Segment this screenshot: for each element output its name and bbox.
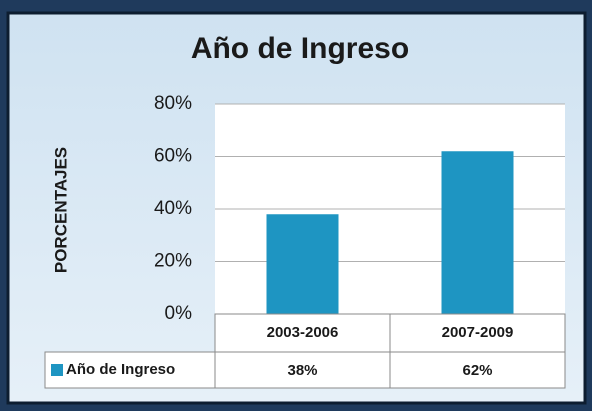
y-axis-title: PORCENTAJES — [51, 147, 70, 273]
legend-label: Año de Ingreso — [66, 361, 175, 378]
y-tick-label: 0% — [165, 303, 193, 324]
y-tick-label: 20% — [154, 251, 192, 272]
y-tick-label: 40% — [154, 198, 192, 219]
bar — [266, 214, 339, 314]
chart-title: Año de Ingreso — [191, 32, 409, 65]
y-tick-label: 80% — [154, 93, 192, 114]
legend-swatch — [51, 364, 63, 376]
x-tick-label: 2003-2006 — [267, 324, 339, 341]
y-tick-label: 60% — [154, 146, 192, 167]
data-table-value: 62% — [462, 362, 492, 379]
bar — [441, 151, 514, 314]
x-tick-label: 2007-2009 — [442, 324, 514, 341]
data-table-value: 38% — [287, 362, 317, 379]
